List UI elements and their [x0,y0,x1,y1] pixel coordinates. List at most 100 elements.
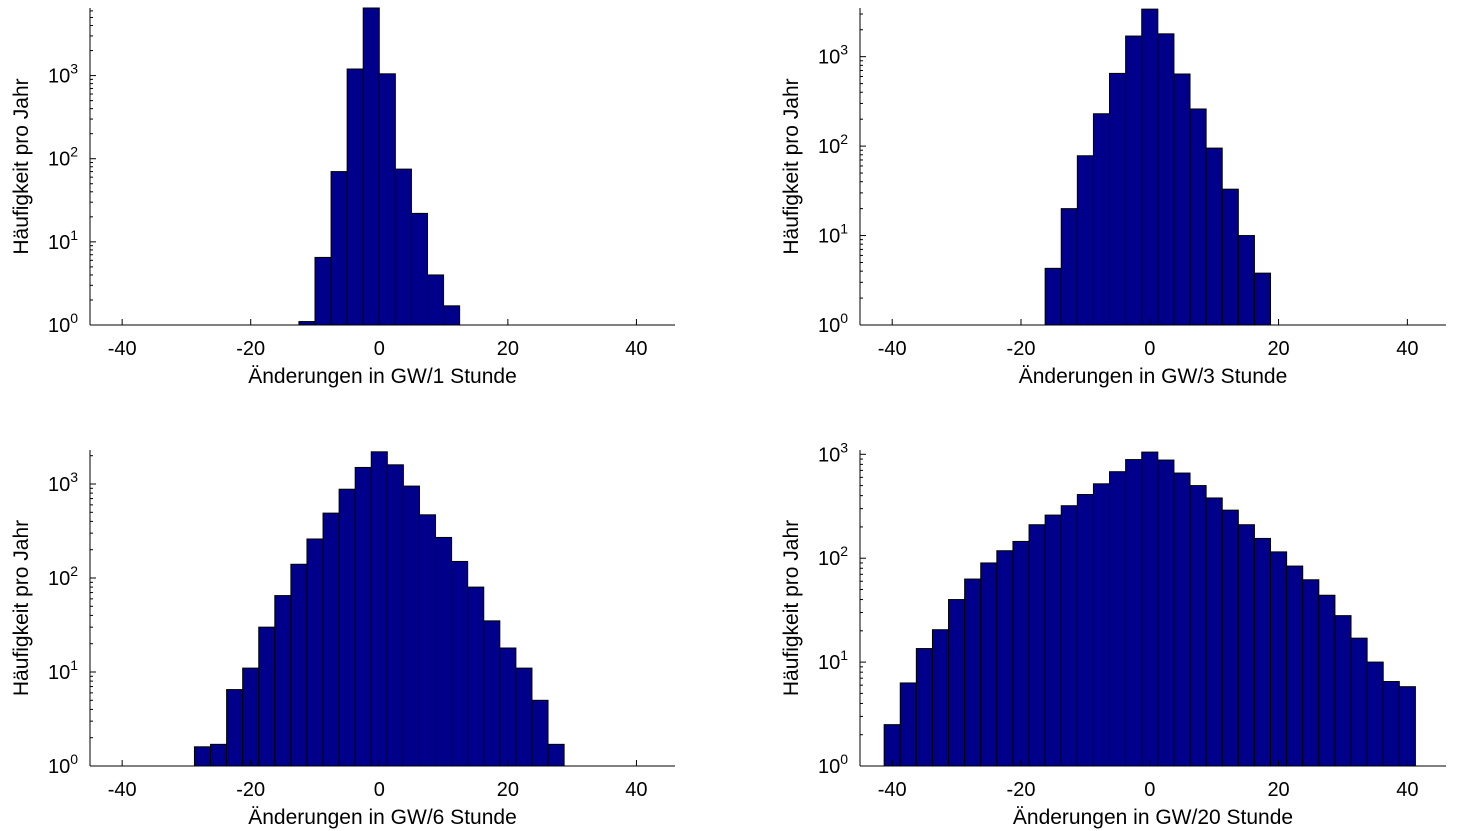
y-tick-label: 101 [48,227,78,254]
histogram-bar [931,629,950,767]
x-tick-label: 20 [497,338,519,360]
x-tick-label: -40 [878,779,907,801]
y-tick-label: 101 [818,647,848,674]
histogram-bar [1141,8,1159,326]
histogram-bar [1221,509,1239,767]
x-tick-label: 0 [374,338,385,360]
x-tick-label: -20 [236,779,265,801]
y-tick-label: 103 [48,469,78,496]
histogram-panel-1h: -40 -20 0 20 40 100 101 102 103 Änderungen in GW… [10,7,675,388]
histogram-bar [274,595,292,767]
y-axis-label: Häufigkeit pro Jahr [780,520,803,696]
histogram-bar [980,562,998,767]
histogram-bar [1189,108,1207,326]
histogram-bar [1318,594,1336,767]
x-tick-label: -40 [108,338,137,360]
axes-group: -40 -20 0 20 40 100 101 102 103 [818,439,1446,801]
histogram-bar [996,550,1014,767]
x-axis-label: Änderungen in GW/6 Stunde [248,806,517,829]
histogram-bar [1205,147,1223,326]
histogram-bar [314,256,332,326]
histogram-bar [1366,661,1384,767]
bars-group [193,451,565,767]
axes-group: -40 -20 0 20 40 100 101 102 103 [818,8,1446,360]
histogram-bar [1076,494,1094,767]
histogram-bar [883,724,901,767]
histogram-bar [226,689,244,767]
y-tick-label: 102 [818,543,848,570]
x-tick-label: -20 [236,338,265,360]
histogram-bar [1237,524,1255,767]
histogram-bar [899,682,917,767]
x-tick-label: -40 [108,779,137,801]
y-tick-label: 100 [818,751,848,778]
histogram-bar [531,699,549,767]
histogram-bar [210,743,228,767]
histogram-bar [290,563,308,767]
histogram-bar [467,586,485,767]
x-tick-label: 40 [625,779,647,801]
bars-group [298,7,461,326]
histogram-bar [330,171,348,326]
y-tick-label: 101 [48,657,78,684]
histogram-bar [1237,235,1255,326]
histogram-bar [193,746,212,767]
x-tick-label: 20 [1267,338,1289,360]
histogram-bar [242,667,260,767]
x-tick-label: 20 [497,779,519,801]
histogram-bar [394,168,412,326]
x-axis-label: Änderungen in GW/3 Stunde [1019,365,1288,388]
bars-group [1044,8,1272,326]
histogram-bar [483,620,501,767]
histogram-bar [1286,565,1304,767]
histogram-bar [338,488,356,767]
x-tick-label: -20 [1007,779,1036,801]
y-tick-label: 103 [818,439,848,466]
histogram-bar [443,305,461,326]
x-tick-label: 20 [1267,779,1289,801]
histogram-bar [1125,459,1143,767]
histogram-bar [1350,637,1368,767]
histogram-bar [1044,267,1062,326]
histogram-bar [370,451,388,767]
histogram-bar [1253,537,1272,767]
histogram-bar [402,485,420,767]
histogram-bar [1092,113,1111,326]
histogram-panel-20h: -40 -20 0 20 40 100 101 102 103 Änderungen in GW… [780,439,1446,829]
axes-group: -40 -20 0 20 40 100 101 102 103 [48,8,675,360]
y-tick-label: 102 [818,131,848,158]
x-axis-label: Änderungen in GW/1 Stunde [248,365,517,388]
y-tick-label: 100 [818,310,848,337]
histogram-bar [1141,451,1159,767]
histogram-bar [1253,272,1272,326]
histogram-bar [515,667,533,767]
y-tick-label: 103 [818,42,848,69]
y-tick-label: 100 [48,751,78,778]
histogram-bar [451,560,469,767]
y-axis-label: Häufigkeit pro Jahr [10,520,33,696]
histogram-bar [1076,155,1094,326]
histogram-bar [1302,579,1320,767]
histogram-bar [1157,459,1175,767]
x-tick-label: 40 [1396,779,1418,801]
histogram-bar [499,647,517,767]
histogram-bar [1189,485,1207,767]
histogram-bar [1173,73,1191,326]
histogram-panel-6h: -40 -20 0 20 40 100 101 102 103 Änderungen in GW… [10,450,675,829]
y-tick-label: 100 [48,310,78,337]
histogram-bar [1334,615,1352,767]
histogram-bar [964,578,982,767]
histogram-bar [1012,540,1030,767]
histogram-panel-3h: -40 -20 0 20 40 100 101 102 103 Änderungen in GW… [780,8,1446,388]
histogram-bar [1173,472,1191,767]
histogram-bar [1028,524,1046,767]
histogram-bar [1125,35,1143,326]
x-axis-label: Änderungen in GW/20 Stunde [1013,806,1293,829]
y-axis-label: Häufigkeit pro Jahr [10,78,33,254]
y-axis-label: Häufigkeit pro Jahr [780,78,803,254]
histogram-bar [1060,208,1078,326]
histogram-bar [1398,686,1416,767]
axes-group: -40 -20 0 20 40 100 101 102 103 [48,450,675,801]
histogram-bar [298,321,316,326]
